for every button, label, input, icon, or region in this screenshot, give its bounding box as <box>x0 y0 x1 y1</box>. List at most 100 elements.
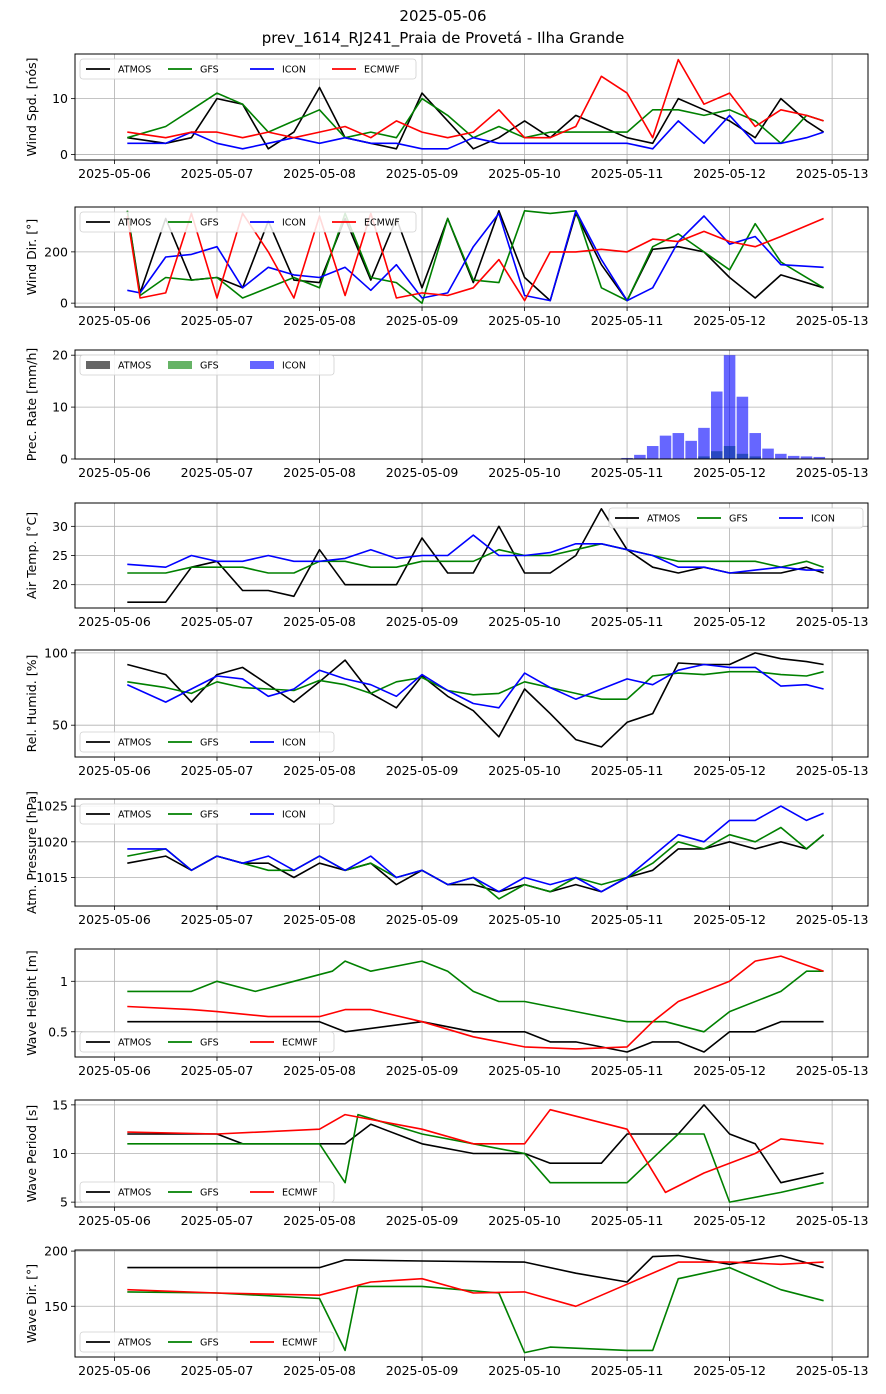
y-axis-label: Wind Spd. [nós] <box>24 58 39 157</box>
bar-icon <box>685 440 697 459</box>
panel-prec-rate-mm-h: 2025-05-06 2025-05-07 2025-05-08 2025-05-09… <box>24 348 869 480</box>
y-tick-label: 5 <box>60 1195 68 1210</box>
legend-label-ecmwf: ECMWF <box>282 1188 318 1199</box>
plot-area <box>127 507 824 604</box>
x-tick-label: 2025-05-06 <box>78 1213 151 1228</box>
panel-rel-humid: 2025-05-06 2025-05-07 2025-05-08 2025-05-09… <box>24 645 869 778</box>
series-line-gfs <box>127 92 824 145</box>
y-tick-label: 0 <box>60 452 68 467</box>
series-line-gfs <box>127 542 824 574</box>
x-tick-label: 2025-05-08 <box>283 1363 356 1378</box>
series-line-gfs <box>127 1113 824 1203</box>
series-line-gfs <box>126 210 825 305</box>
x-tick-label: 2025-05-12 <box>693 166 766 181</box>
series-line-gfs <box>127 960 824 1033</box>
x-tick-label: 2025-05-07 <box>181 763 254 778</box>
panel-wave-height-m: 2025-05-06 2025-05-07 2025-05-08 2025-05-09… <box>24 948 869 1078</box>
y-tick-label: 25 <box>52 548 68 563</box>
bar-icon <box>698 427 710 459</box>
legend-label-gfs: GFS <box>200 738 219 749</box>
legend-label-icon: ICON <box>282 65 306 76</box>
legend-label-atmos: ATMOS <box>118 1038 151 1049</box>
legend-label-gfs: GFS <box>729 514 748 525</box>
x-tick-label: 2025-05-13 <box>796 614 869 629</box>
x-tick-label: 2025-05-06 <box>78 763 151 778</box>
x-tick-label: 2025-05-10 <box>488 1213 561 1228</box>
x-tick-label: 2025-05-12 <box>693 763 766 778</box>
legend-label-ecmwf: ECMWF <box>282 1338 318 1349</box>
legend-label-atmos: ATMOS <box>118 810 151 821</box>
panel-atm-pressure-hpa: 2025-05-06 2025-05-07 2025-05-08 2025-05-09… <box>24 791 869 927</box>
legend-label-ecmwf: ECMWF <box>282 1038 318 1049</box>
x-tick-label: 2025-05-08 <box>283 465 356 480</box>
x-tick-label: 2025-05-09 <box>386 1213 459 1228</box>
legend-label-icon: ICON <box>811 514 835 525</box>
x-tick-label: 2025-05-08 <box>283 313 356 328</box>
x-tick-label: 2025-05-09 <box>386 166 459 181</box>
x-tick-label: 2025-05-12 <box>693 313 766 328</box>
x-tick-label: 2025-05-12 <box>693 912 766 927</box>
legend: ATMOS GFS ICON <box>79 803 335 825</box>
legend-box <box>79 731 335 753</box>
y-tick-label: 10 <box>52 400 68 415</box>
x-tick-label: 2025-05-10 <box>488 912 561 927</box>
x-tick-label: 2025-05-08 <box>283 763 356 778</box>
bar-icon <box>723 355 736 459</box>
x-tick-label: 2025-05-13 <box>796 912 869 927</box>
series-line-gfs <box>127 1266 824 1354</box>
legend: ATMOS GFS ECMWF <box>79 1331 335 1353</box>
legend-box <box>79 58 417 80</box>
y-tick-label: 0 <box>60 147 68 162</box>
figure-title-station: prev_1614_RJ241_Praia de Provetá - Ilha … <box>261 29 625 47</box>
series-line-ecmwf <box>127 955 824 1050</box>
x-tick-label: 2025-05-13 <box>796 1063 869 1078</box>
plot-area <box>127 1104 824 1203</box>
x-tick-label: 2025-05-11 <box>591 1063 664 1078</box>
x-tick-label: 2025-05-13 <box>796 1213 869 1228</box>
legend-label-atmos: ATMOS <box>118 738 151 749</box>
legend-label-icon: ICON <box>282 738 306 749</box>
bar-icon <box>736 396 749 459</box>
y-tick-label: 10 <box>52 1146 68 1161</box>
series-line-atmos <box>127 652 824 748</box>
legend-label-atmos: ATMOS <box>647 514 680 525</box>
series-line-gfs <box>127 826 825 900</box>
axes-frame <box>74 1249 869 1358</box>
x-tick-label: 2025-05-11 <box>591 313 664 328</box>
x-tick-label: 2025-05-07 <box>181 912 254 927</box>
x-tick-label: 2025-05-07 <box>181 1213 254 1228</box>
x-tick-label: 2025-05-09 <box>386 465 459 480</box>
axes-frame <box>74 649 869 758</box>
legend: ATMOS GFS ICON ECMWF <box>79 58 417 80</box>
x-tick-label: 2025-05-07 <box>181 313 254 328</box>
x-tick-label: 2025-05-10 <box>488 763 561 778</box>
y-tick-label: 150 <box>44 1299 68 1314</box>
legend-label-gfs: GFS <box>200 65 219 76</box>
series-line-icon <box>127 114 824 150</box>
legend-swatch-gfs <box>168 361 192 369</box>
y-axis-label: Rel. Humid. [%] <box>24 655 39 753</box>
legend-label-atmos: ATMOS <box>118 218 151 229</box>
legend-label-ecmwf: ECMWF <box>364 218 400 229</box>
x-tick-label: 2025-05-13 <box>796 465 869 480</box>
bar-icon <box>711 391 723 459</box>
x-tick-label: 2025-05-09 <box>386 1063 459 1078</box>
x-tick-label: 2025-05-07 <box>181 614 254 629</box>
bar-icon <box>672 433 685 459</box>
x-tick-label: 2025-05-08 <box>283 614 356 629</box>
legend: ATMOS GFS ICON <box>608 507 864 529</box>
panel-air-temp-c: 2025-05-06 2025-05-07 2025-05-08 2025-05-09… <box>24 502 869 629</box>
series-line-icon <box>127 805 824 893</box>
y-tick-label: 1025 <box>36 799 68 814</box>
series-line-icon <box>127 210 824 302</box>
axes-frame <box>74 53 869 161</box>
x-tick-label: 2025-05-13 <box>796 1363 869 1378</box>
x-tick-label: 2025-05-10 <box>488 1363 561 1378</box>
x-tick-label: 2025-05-09 <box>386 1363 459 1378</box>
x-tick-label: 2025-05-07 <box>181 1363 254 1378</box>
x-tick-label: 2025-05-09 <box>386 763 459 778</box>
y-axis-label: Wave Height [m] <box>24 950 39 1056</box>
legend: ATMOS GFS ICON <box>79 354 335 376</box>
y-tick-label: 200 <box>44 1244 68 1259</box>
x-tick-label: 2025-05-12 <box>693 1213 766 1228</box>
